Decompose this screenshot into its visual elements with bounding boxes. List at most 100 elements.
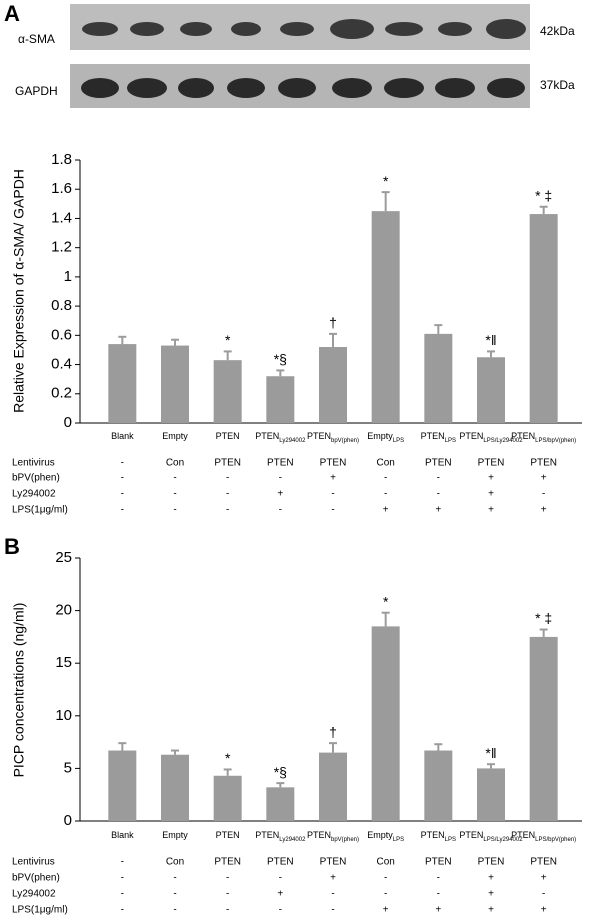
annotation: * bbox=[225, 750, 231, 766]
x-tick-label: PTEN bbox=[216, 830, 240, 840]
condition-cell: + bbox=[488, 873, 494, 884]
condition-cell: - bbox=[437, 473, 440, 484]
x-tick-label: Empty bbox=[162, 830, 188, 840]
blot-band bbox=[384, 78, 424, 98]
condition-cell: - bbox=[279, 505, 282, 516]
category-main: PTEN bbox=[459, 830, 483, 840]
condition-cell: PTEN bbox=[530, 857, 557, 868]
blot-band bbox=[487, 78, 525, 98]
condition-cell: - bbox=[542, 889, 545, 900]
annotation: * ‡ bbox=[535, 187, 552, 203]
category-main: PTEN bbox=[255, 431, 279, 441]
y-tick-label: 15 bbox=[55, 654, 72, 671]
condition-cell: - bbox=[279, 473, 282, 484]
annotation: * bbox=[383, 593, 389, 609]
category-main: PTEN bbox=[511, 431, 535, 441]
category-main: PTEN bbox=[216, 830, 240, 840]
condition-cell: + bbox=[488, 889, 494, 900]
y-tick-label: 1.2 bbox=[51, 239, 72, 256]
blot-band bbox=[81, 78, 119, 98]
condition-cell: PTEN bbox=[478, 857, 505, 868]
y-tick-label: 1.4 bbox=[51, 209, 72, 226]
condition-cell: - bbox=[384, 489, 387, 500]
condition-label: bPV(phen) bbox=[12, 473, 60, 484]
x-tick-label: EmptyLPS bbox=[367, 431, 404, 443]
condition-cell: + bbox=[488, 473, 494, 484]
condition-label: LPS(1μg/ml) bbox=[12, 505, 68, 516]
condition-cell: PTEN bbox=[425, 857, 452, 868]
condition-cell: - bbox=[226, 873, 229, 884]
blot-band bbox=[130, 22, 164, 36]
condition-cell: PTEN bbox=[478, 458, 505, 469]
blot-band bbox=[486, 19, 526, 39]
annotation: *‖ bbox=[485, 745, 496, 761]
bar bbox=[477, 768, 505, 821]
condition-cell: - bbox=[384, 473, 387, 484]
condition-cell: + bbox=[435, 505, 441, 516]
condition-label: Ly294002 bbox=[12, 889, 56, 900]
category-subscript: bpV(phen) bbox=[331, 837, 359, 843]
category-main: Blank bbox=[111, 431, 134, 441]
y-tick-label: 20 bbox=[55, 602, 72, 619]
category-subscript: LPS/bpV(phen) bbox=[535, 837, 576, 843]
y-tick-label: 0.2 bbox=[51, 385, 72, 402]
blot-band bbox=[332, 78, 372, 98]
y-tick-label: 0.6 bbox=[51, 326, 72, 343]
annotation: * bbox=[225, 332, 231, 348]
condition-cell: - bbox=[173, 873, 176, 884]
condition-label: LPS(1μg/ml) bbox=[12, 905, 68, 916]
category-subscript: LPS bbox=[393, 837, 404, 843]
condition-label: bPV(phen) bbox=[12, 873, 60, 884]
y-tick-label: 10 bbox=[55, 707, 72, 724]
condition-cell: + bbox=[435, 905, 441, 916]
category-main: Empty bbox=[162, 431, 188, 441]
condition-cell: - bbox=[331, 905, 334, 916]
category-main: PTEN bbox=[307, 431, 331, 441]
x-tick-label: PTENbpV(phen) bbox=[307, 431, 359, 443]
category-main: Empty bbox=[367, 431, 393, 441]
blot-band bbox=[438, 22, 472, 36]
category-main: PTEN bbox=[511, 830, 535, 840]
blot-band bbox=[280, 22, 314, 36]
condition-cell: - bbox=[437, 489, 440, 500]
y-tick-label: 0.8 bbox=[51, 297, 72, 314]
category-main: Blank bbox=[111, 830, 134, 840]
category-main: PTEN bbox=[421, 830, 445, 840]
blot-band bbox=[82, 22, 118, 36]
condition-cell: + bbox=[488, 505, 494, 516]
condition-cell: - bbox=[226, 489, 229, 500]
condition-cell: PTEN bbox=[320, 458, 347, 469]
condition-cell: + bbox=[541, 905, 547, 916]
bar bbox=[319, 347, 347, 423]
condition-cell: + bbox=[383, 905, 389, 916]
x-tick-label: PTENLPS bbox=[421, 431, 456, 443]
category-subscript: LPS/Ly294002 bbox=[483, 438, 523, 444]
category-subscript: Ly294002 bbox=[279, 438, 306, 444]
panel-label: A bbox=[4, 1, 20, 26]
y-axis-label: PICP concentrations (ng/ml) bbox=[11, 603, 27, 778]
category-main: PTEN bbox=[307, 830, 331, 840]
category-subscript: LPS/Ly294002 bbox=[483, 837, 523, 843]
bar bbox=[529, 214, 558, 423]
condition-cell: Con bbox=[376, 857, 394, 868]
condition-label: Lentivirus bbox=[12, 458, 55, 469]
condition-label: Lentivirus bbox=[12, 857, 55, 868]
x-tick-label: PTENbpV(phen) bbox=[307, 830, 359, 842]
blot-label: α-SMA bbox=[18, 32, 55, 46]
category-main: PTEN bbox=[255, 830, 279, 840]
bar bbox=[213, 775, 242, 821]
x-tick-label: PTENLPS/Ly294002 bbox=[459, 830, 523, 842]
x-tick-label: PTENLPS/Ly294002 bbox=[459, 431, 523, 443]
condition-cell: - bbox=[173, 489, 176, 500]
blot-band bbox=[278, 78, 316, 98]
condition-cell: + bbox=[541, 873, 547, 884]
x-tick-label: PTENLy294002 bbox=[255, 830, 306, 842]
x-tick-label: Blank bbox=[111, 830, 134, 840]
condition-cell: PTEN bbox=[530, 458, 557, 469]
condition-cell: - bbox=[384, 873, 387, 884]
condition-cell: - bbox=[279, 873, 282, 884]
condition-cell: - bbox=[226, 889, 229, 900]
bar bbox=[161, 754, 189, 821]
condition-cell: Con bbox=[376, 458, 394, 469]
